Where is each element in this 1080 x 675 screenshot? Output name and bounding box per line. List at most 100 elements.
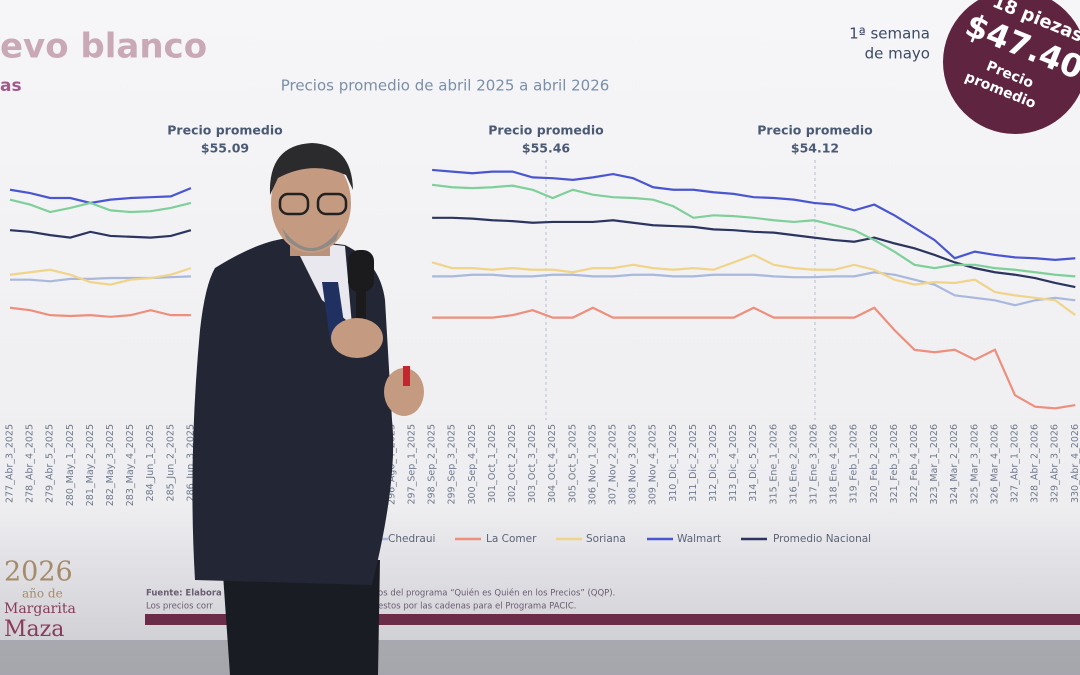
series-line: [9, 229, 192, 239]
speaker-hand: [331, 318, 383, 358]
annotation-value: $55.46: [522, 141, 571, 156]
logo: Maza: [4, 617, 64, 642]
floor-shade: [0, 640, 1080, 675]
x-tick-label: 312_Dic_3_2025: [708, 424, 719, 502]
source: estos por las cadenas para el Programa P…: [378, 602, 576, 612]
speaker-glasses: [316, 192, 348, 216]
x-tick-label: 301_Oct_1_2025: [487, 424, 498, 503]
x-tick-label: 327_Abr_1_2026: [1010, 424, 1021, 503]
title-fragment: as: [0, 76, 22, 96]
title: evo blanco: [0, 27, 207, 67]
x-tick-label: 311_Dic_2_2025: [688, 424, 699, 502]
speaker-head: [271, 153, 351, 253]
x-tick-label: 306_Nov_1_2025: [587, 424, 598, 505]
x-tick-label: 284_Jun_1_2025: [145, 424, 156, 501]
x-tick-label: 321_Feb_3_2026: [889, 424, 900, 503]
microphone-handle: [356, 288, 366, 338]
source: Fuente: Elabora: [146, 589, 222, 599]
speaker-hand: [384, 368, 424, 416]
x-tick-label: 324_Mar_2_2026: [949, 424, 960, 505]
x-tick-label: 300_Sep_4_2025: [467, 424, 478, 505]
series-line: [10, 275, 191, 283]
x-tick-label: 305_Oct_5_2025: [567, 424, 578, 503]
annotation-label: Precio promedio: [488, 123, 604, 138]
series-line: [9, 267, 192, 286]
x-tick-label: 315_Ene_1_2026: [768, 424, 779, 504]
x-tick-label: 320_Feb_2_2026: [869, 424, 880, 503]
badge: [943, 0, 1080, 134]
source: Los precios corr: [146, 602, 213, 612]
microphone: [348, 250, 374, 292]
series-line: [432, 271, 1076, 307]
series-line: [431, 253, 1076, 317]
legend-label: La Comer: [486, 533, 537, 545]
x-tick-label: 313_Dic_4_2025: [728, 424, 739, 502]
clicker: [403, 366, 410, 386]
x-tick-label: 278_Abr_4_2025: [25, 424, 36, 503]
x-tick-label: 283_May_4_2025: [125, 424, 136, 506]
x-tick-label: 302_Oct_2_2025: [507, 424, 518, 503]
x-tick-label: 307_Nov_2_2025: [608, 424, 619, 505]
logo: 2026: [4, 557, 73, 588]
x-tick-label: 281_May_2_2025: [85, 424, 96, 506]
legend-label: Walmart: [677, 533, 721, 545]
source: os del programa “Quién es Quién en los P…: [378, 588, 615, 599]
logo: Margarita: [4, 601, 76, 617]
x-tick-label: 317_Ene_3_2026: [809, 424, 820, 504]
x-tick-label: 322_Feb_4_2026: [909, 424, 920, 503]
speaker-legs: [222, 560, 380, 675]
speaker-hair: [269, 143, 353, 195]
x-tick-label: 299_Sep_3_2025: [447, 424, 458, 505]
series-line: [432, 168, 1076, 261]
series-line: [9, 306, 191, 318]
x-tick-label: 318_Ene_4_2026: [829, 424, 840, 504]
x-tick-label: 282_May_3_2025: [105, 424, 116, 506]
x-tick-label: 309_Nov_4_2025: [648, 424, 659, 505]
legend-label: Promedio Nacional: [773, 533, 871, 545]
annotation-label: Precio promedio: [757, 123, 873, 138]
x-tick-label: 279_Abr_5_2025: [45, 424, 56, 503]
annotation-value: $54.12: [791, 141, 839, 156]
series-line: [432, 306, 1076, 410]
x-tick-label: 323_Mar_1_2026: [929, 424, 940, 505]
series-line: [9, 187, 192, 205]
week-note: 1ª semana: [849, 25, 930, 43]
x-tick-label: 329_Abr_3_2026: [1050, 424, 1061, 503]
x-tick-label: 304_Oct_4_2025: [547, 424, 558, 503]
x-tick-label: 316_Ene_2_2026: [788, 424, 799, 504]
speaker-glasses: [278, 192, 310, 216]
x-tick-label: 277_Abr_3_2025: [5, 424, 16, 503]
week-note: de mayo: [865, 45, 930, 63]
x-tick-label: 285_Jun_2_2025: [165, 424, 176, 501]
x-tick-label: 297_Sep_1_2025: [407, 424, 418, 505]
x-tick-label: 298_Sep_2_2025: [427, 424, 438, 505]
badge-text: 18 piezas $47.40 Precio promedio: [960, 0, 1080, 112]
x-tick-label: 308_Nov_3_2025: [628, 424, 639, 505]
speaker-beard: [282, 228, 340, 251]
x-tick-label: 326_Mar_4_2026: [989, 424, 1000, 505]
x-tick-label: 280_May_1_2025: [65, 424, 76, 506]
x-tick-label: 325_Mar_3_2026: [969, 424, 980, 505]
logo: año de: [22, 587, 63, 601]
x-tick-label: 286_Jun_3_2025: [185, 424, 196, 501]
series-line: [431, 183, 1076, 278]
annotation-label: Precio promedio: [167, 123, 283, 138]
x-tick-label: 310_Dic_1_2025: [668, 424, 679, 502]
footer-bar: [145, 614, 1080, 625]
series-line: [432, 216, 1076, 289]
x-tick-label: 330_Abr_4_2026: [1070, 424, 1080, 503]
x-tick-label: 328_Abr_2_2026: [1030, 424, 1041, 503]
subtitle: Precios promedio de abril 2025 a abril 2…: [281, 77, 610, 95]
legend-label: Soriana: [586, 533, 626, 545]
legend-label: Chedraui: [388, 533, 435, 545]
annotation-value: $55.09: [201, 141, 249, 156]
x-tick-label: 319_Feb_1_2026: [849, 424, 860, 503]
speaker: [192, 143, 424, 675]
plot: [9, 160, 1076, 420]
x-tick-label: 314_Dic_5_2025: [748, 424, 759, 502]
series-line: [9, 198, 192, 214]
